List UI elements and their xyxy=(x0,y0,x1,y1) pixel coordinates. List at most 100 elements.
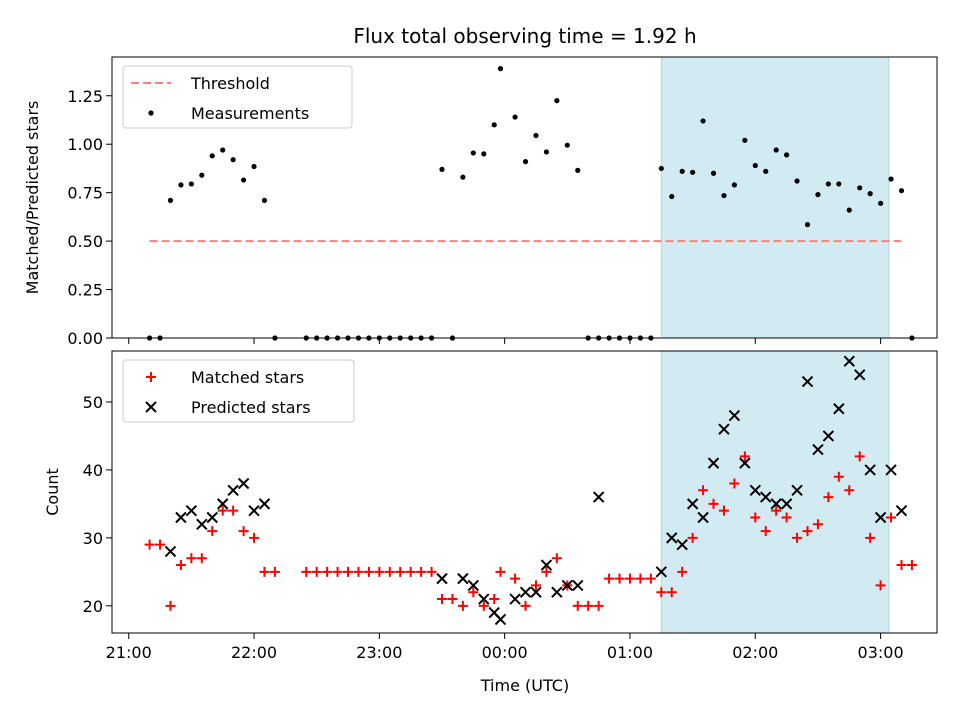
data-point xyxy=(614,573,625,584)
data-point xyxy=(752,162,758,169)
data-point xyxy=(207,526,218,537)
data-point xyxy=(655,566,668,578)
data-point xyxy=(238,526,249,537)
data-point xyxy=(666,532,678,544)
data-point xyxy=(864,464,876,476)
data-point xyxy=(624,573,635,584)
axes-frame xyxy=(111,56,938,339)
data-point xyxy=(833,403,845,415)
x-tick-label: 22:00 xyxy=(231,643,277,662)
data-point xyxy=(175,511,187,524)
shaded-region xyxy=(660,56,890,339)
legend-label: Measurements xyxy=(191,104,309,123)
data-point xyxy=(196,553,207,564)
data-point xyxy=(519,586,532,598)
data-point xyxy=(728,409,741,422)
data-point xyxy=(843,355,855,367)
data-point xyxy=(457,572,469,585)
data-point xyxy=(658,165,664,172)
data-point xyxy=(676,538,688,551)
data-point xyxy=(228,505,239,516)
data-point xyxy=(760,491,772,503)
data-point xyxy=(457,600,468,611)
data-point xyxy=(230,157,236,163)
data-point xyxy=(206,511,218,524)
data-point xyxy=(854,369,866,381)
chart-title: Flux total observing time = 1.92 h xyxy=(353,24,696,48)
data-point xyxy=(763,168,769,174)
data-point xyxy=(760,526,771,537)
data-point xyxy=(478,600,489,611)
data-point xyxy=(530,586,542,598)
series-predicted-stars xyxy=(164,355,908,626)
legend: Matched stars Predicted stars xyxy=(122,359,355,423)
data-point xyxy=(363,566,374,577)
legend-marker xyxy=(146,372,156,382)
legend: Threshold Measurements xyxy=(122,65,353,129)
data-point xyxy=(749,484,761,497)
y-axis-label: Count xyxy=(43,468,62,516)
data-point xyxy=(269,566,280,577)
data-point xyxy=(708,498,719,509)
data-point xyxy=(857,185,863,191)
shaded-region xyxy=(660,350,890,634)
data-point xyxy=(533,132,539,139)
data-point xyxy=(185,504,198,517)
x-tick-label: 02:00 xyxy=(732,643,778,662)
data-point xyxy=(541,566,552,577)
data-point xyxy=(196,518,208,530)
legend-label: Matched stars xyxy=(191,368,304,387)
data-point xyxy=(470,150,476,156)
data-point xyxy=(405,566,416,577)
legend-marker xyxy=(145,401,157,413)
data-point xyxy=(802,526,813,537)
data-point xyxy=(259,566,270,577)
data-point xyxy=(209,153,215,159)
data-point xyxy=(249,532,260,543)
data-point xyxy=(512,114,518,120)
data-point xyxy=(261,197,268,204)
data-point xyxy=(384,566,395,577)
data-point xyxy=(564,142,570,148)
data-point xyxy=(669,193,675,200)
data-point xyxy=(844,485,855,496)
data-point xyxy=(707,457,720,469)
data-point xyxy=(700,118,706,124)
data-point xyxy=(332,566,343,577)
data-point xyxy=(554,98,560,104)
data-point xyxy=(906,560,917,571)
data-point xyxy=(780,498,793,510)
data-point xyxy=(604,573,615,584)
data-point xyxy=(467,579,480,592)
legend-box xyxy=(122,359,355,423)
data-point xyxy=(771,505,782,516)
top-panel: 0.00 0.25 0.50 0.75 1.00 1.25 Matched/Predicte… xyxy=(23,56,938,348)
legend-marker xyxy=(148,110,154,116)
data-point xyxy=(739,457,751,469)
data-point xyxy=(718,423,730,435)
data-point xyxy=(468,587,479,598)
data-point xyxy=(867,191,873,197)
data-point xyxy=(178,182,184,188)
data-point xyxy=(815,191,821,198)
data-point xyxy=(836,181,842,187)
y-tick-label: 1.00 xyxy=(67,135,103,154)
y-tick-label: 50 xyxy=(83,393,103,412)
bottom-panel: 21:00 22:00 23:00 00:00 01:00 02:00 03:00 20 30 4… xyxy=(43,350,938,662)
y-tick-label: 1.25 xyxy=(67,87,103,106)
data-point xyxy=(865,532,876,543)
data-point xyxy=(801,375,814,388)
data-point xyxy=(718,505,729,516)
data-point xyxy=(874,511,887,524)
data-point xyxy=(846,207,852,213)
data-point xyxy=(186,553,197,564)
x-tick-label: 03:00 xyxy=(858,643,904,662)
data-point xyxy=(543,149,550,155)
data-point xyxy=(679,168,685,174)
data-point xyxy=(731,182,738,188)
data-point xyxy=(593,600,604,611)
data-point xyxy=(395,566,406,577)
data-point xyxy=(478,593,490,605)
y-tick-label: 0.75 xyxy=(67,184,103,203)
